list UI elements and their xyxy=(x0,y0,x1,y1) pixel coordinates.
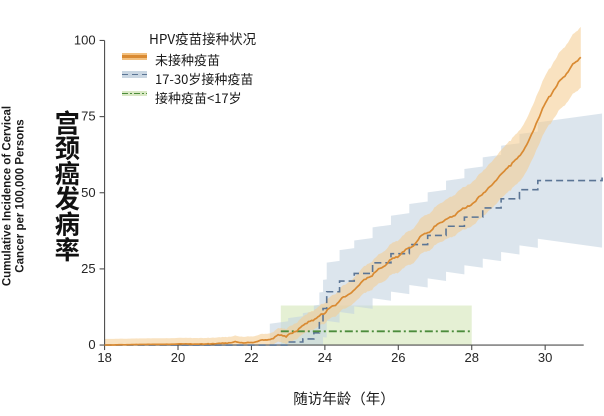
svg-text:20: 20 xyxy=(171,350,185,365)
svg-text:25: 25 xyxy=(81,261,95,276)
svg-text:18: 18 xyxy=(97,350,111,365)
svg-text:0: 0 xyxy=(88,337,95,352)
svg-text:28: 28 xyxy=(464,350,478,365)
svg-text:26: 26 xyxy=(391,350,405,365)
svg-text:22: 22 xyxy=(244,350,258,365)
svg-text:30: 30 xyxy=(538,350,552,365)
svg-text:24: 24 xyxy=(318,350,332,365)
svg-text:100: 100 xyxy=(74,32,96,47)
